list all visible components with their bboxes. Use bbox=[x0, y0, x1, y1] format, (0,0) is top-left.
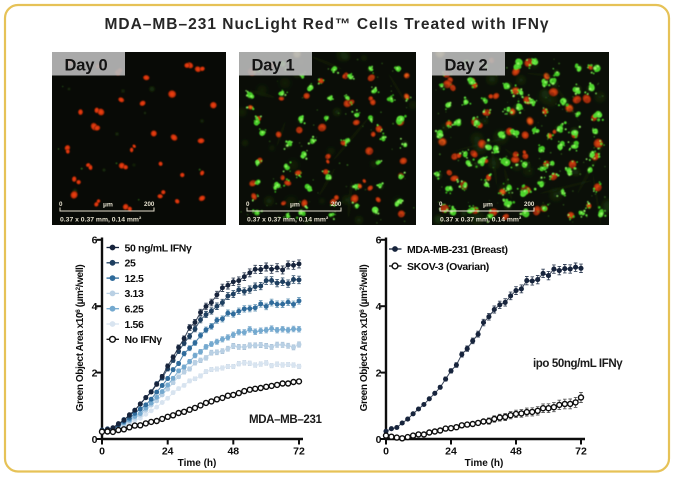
svg-text:Day 0: Day 0 bbox=[65, 57, 108, 75]
svg-text:72: 72 bbox=[575, 446, 587, 458]
svg-text:200: 200 bbox=[144, 201, 155, 208]
svg-text:µm: µm bbox=[290, 202, 300, 209]
svg-text:0: 0 bbox=[376, 434, 382, 446]
svg-text:0: 0 bbox=[92, 434, 98, 446]
svg-text:0.37 x 0.37 mm, 0.14 mm²: 0.37 x 0.37 mm, 0.14 mm² bbox=[247, 217, 329, 224]
svg-text:48: 48 bbox=[227, 446, 239, 458]
svg-text:SKOV-3 (Ovarian): SKOV-3 (Ovarian) bbox=[407, 261, 489, 273]
svg-text:1.56: 1.56 bbox=[125, 319, 145, 331]
svg-text:6: 6 bbox=[376, 235, 382, 247]
svg-text:6: 6 bbox=[92, 235, 98, 247]
svg-text:0: 0 bbox=[246, 201, 250, 208]
svg-text:3.13: 3.13 bbox=[125, 288, 145, 300]
svg-text:0.37 x 0.37 mm, 0.14 mm²: 0.37 x 0.37 mm, 0.14 mm² bbox=[440, 217, 522, 224]
svg-text:MDA-MB-231 (Breast): MDA-MB-231 (Breast) bbox=[407, 244, 508, 256]
svg-text:0.37 x 0.37 mm, 0.14 mm²: 0.37 x 0.37 mm, 0.14 mm² bbox=[60, 217, 142, 224]
svg-text:6.25: 6.25 bbox=[125, 304, 145, 316]
svg-text:2: 2 bbox=[92, 367, 98, 379]
svg-text:0: 0 bbox=[59, 201, 63, 208]
svg-text:Green Object Area x106 (µm2/we: Green Object Area x106 (µm2/well) bbox=[75, 265, 86, 412]
svg-text:25: 25 bbox=[125, 258, 136, 270]
svg-text:Time (h): Time (h) bbox=[465, 458, 504, 469]
svg-text:µm: µm bbox=[483, 202, 493, 209]
svg-text:0: 0 bbox=[439, 201, 443, 208]
svg-text:Day 1: Day 1 bbox=[252, 57, 295, 75]
svg-text:Time (h): Time (h) bbox=[178, 458, 217, 469]
svg-text:4: 4 bbox=[376, 301, 382, 313]
svg-text:MDA–MB–231: MDA–MB–231 bbox=[249, 414, 323, 426]
svg-text:200: 200 bbox=[331, 201, 342, 208]
svg-text:Green Object Area x106 (µm2/we: Green Object Area x106 (µm2/well) bbox=[359, 265, 370, 412]
svg-text:2: 2 bbox=[376, 367, 382, 379]
svg-text:0: 0 bbox=[99, 446, 105, 458]
svg-text:ipo 50ng/mL IFNγ: ipo 50ng/mL IFNγ bbox=[533, 358, 623, 370]
svg-text:µm: µm bbox=[103, 202, 113, 209]
svg-text:Day 2: Day 2 bbox=[445, 57, 488, 75]
svg-text:24: 24 bbox=[162, 446, 174, 458]
svg-text:50 ng/mL IFNγ: 50 ng/mL IFNγ bbox=[125, 242, 193, 254]
svg-text:0: 0 bbox=[383, 446, 389, 458]
svg-text:4: 4 bbox=[92, 301, 98, 313]
svg-text:72: 72 bbox=[293, 446, 305, 458]
svg-text:MDA–MB–231 NucLight Red™ Cells: MDA–MB–231 NucLight Red™ Cells Treated w… bbox=[104, 16, 549, 33]
svg-text:24: 24 bbox=[445, 446, 457, 458]
svg-text:12.5: 12.5 bbox=[125, 273, 145, 285]
svg-text:No IFNγ: No IFNγ bbox=[125, 334, 163, 346]
svg-text:48: 48 bbox=[510, 446, 522, 458]
svg-text:200: 200 bbox=[524, 201, 535, 208]
